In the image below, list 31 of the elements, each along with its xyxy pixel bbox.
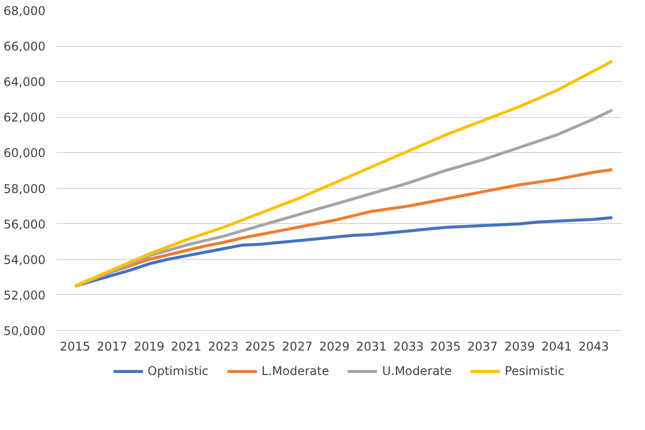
x-tick-label: 2035	[430, 340, 461, 354]
y-tick-label: 58,000	[4, 182, 46, 196]
legend-label: Optimistic	[148, 364, 209, 378]
x-tick-label: 2025	[245, 340, 276, 354]
x-tick-label: 2019	[134, 340, 164, 354]
legend-label: Pesimistic	[504, 364, 564, 378]
x-tick-label: 2031	[356, 340, 387, 354]
x-tick-label: 2033	[393, 340, 424, 354]
y-tick-label: 68,000	[4, 4, 46, 18]
y-tick-label: 50,000	[4, 324, 46, 338]
y-tick-label: 62,000	[4, 110, 46, 125]
x-tick-label: 2023	[208, 340, 238, 354]
line-series	[74, 60, 614, 288]
x-tick-label: 2029	[319, 340, 350, 354]
x-tick-label: 2015	[60, 340, 90, 354]
x-tick-label: 2043	[578, 340, 609, 354]
y-tick-label: 66,000	[4, 40, 46, 54]
line-series	[74, 216, 614, 288]
x-tick-label: 2017	[96, 340, 128, 354]
y-tick-label: 56,000	[4, 217, 46, 232]
x-tick-label: 2037	[467, 340, 498, 354]
y-tick-label: 54,000	[4, 252, 46, 267]
legend-label: U.Moderate	[382, 364, 452, 378]
x-tick-label: 2039	[504, 340, 535, 354]
y-tick-label: 64,000	[4, 75, 46, 90]
x-tick-label: 2021	[170, 340, 202, 354]
x-tick-label: 2041	[541, 340, 572, 354]
y-tick-label: 52,000	[4, 288, 46, 302]
x-tick-label: 2027	[282, 340, 313, 354]
legend-label: L.Moderate	[262, 364, 330, 378]
y-tick-label: 60,000	[4, 146, 46, 160]
